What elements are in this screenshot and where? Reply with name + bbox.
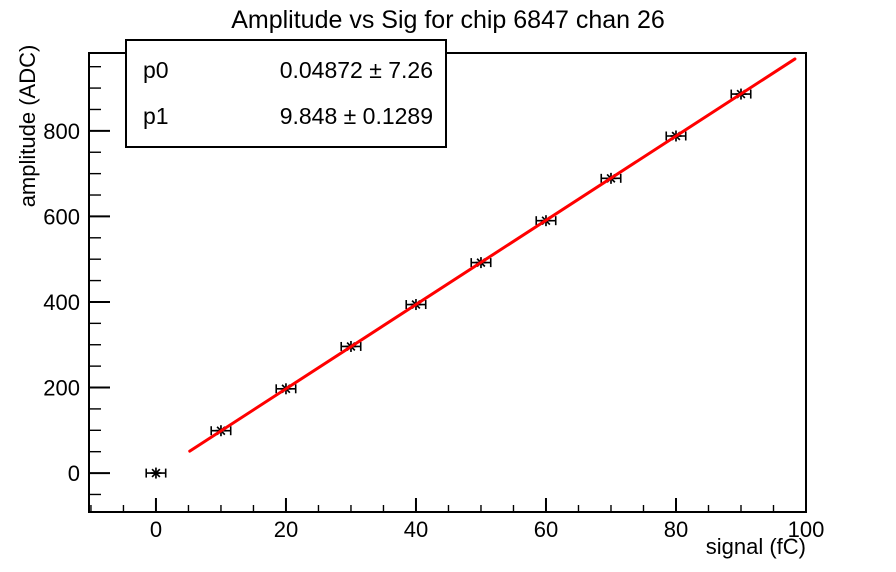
y-tick-label: 600: [43, 204, 80, 229]
param-name-p1: p1: [143, 103, 169, 130]
stats-row-p1: p1 9.848 ± 0.1289: [143, 103, 433, 130]
fit-stats-box: p0 0.04872 ± 7.26 p1 9.848 ± 0.1289: [125, 39, 447, 148]
param-value-p0: 0.04872 ± 7.26: [279, 56, 433, 83]
x-tick-label: 20: [274, 517, 298, 542]
y-tick-label: 800: [43, 119, 80, 144]
y-axis-title: amplitude (ADC): [15, 44, 40, 208]
plot-frame: [88, 52, 807, 513]
x-tick-label: 80: [664, 517, 688, 542]
y-tick-label: 200: [43, 376, 80, 401]
param-name-p0: p0: [143, 56, 169, 83]
x-tick-label: 60: [534, 517, 558, 542]
x-tick-label: 100: [788, 517, 825, 542]
stats-row-p0: p0 0.04872 ± 7.26: [143, 57, 433, 84]
y-tick-label: 0: [68, 461, 80, 486]
x-tick-label: 40: [404, 517, 428, 542]
fit-line: [188, 57, 797, 453]
chart-title: Amplitude vs Sig for chip 6847 chan 26: [231, 6, 665, 34]
data-point-marker: [151, 468, 161, 478]
y-tick-label: 400: [43, 290, 80, 315]
x-tick-label: 0: [150, 517, 162, 542]
param-value-p1: 9.848 ± 0.1289: [279, 103, 433, 130]
x-axis-title: signal (fC): [705, 534, 806, 559]
